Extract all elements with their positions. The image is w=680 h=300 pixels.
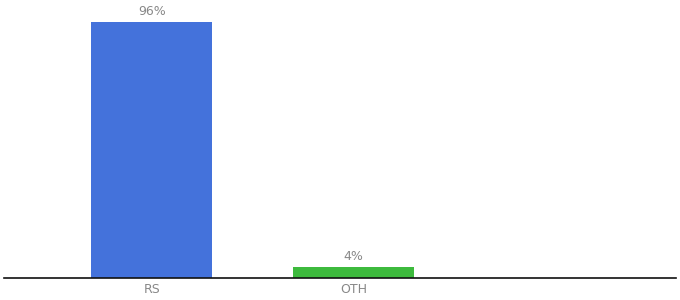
Text: 96%: 96% xyxy=(138,5,166,18)
Bar xyxy=(92,22,212,278)
Bar xyxy=(293,267,414,278)
Text: 4%: 4% xyxy=(343,250,363,263)
